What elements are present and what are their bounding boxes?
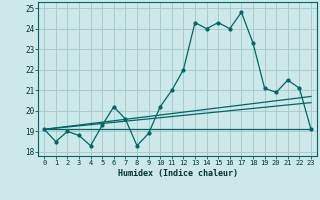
X-axis label: Humidex (Indice chaleur): Humidex (Indice chaleur)	[118, 169, 238, 178]
